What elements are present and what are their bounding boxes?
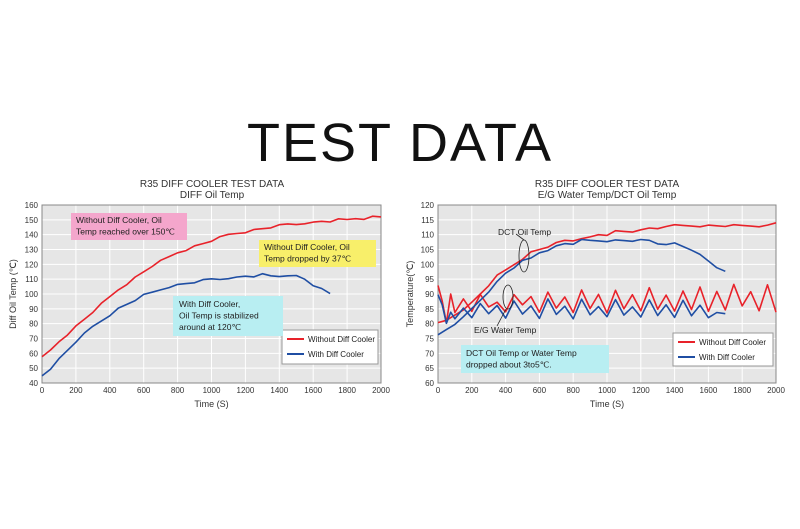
y-tick-label: 60 <box>425 379 434 388</box>
x-tick-label: 1200 <box>237 386 255 395</box>
series-line <box>437 294 726 325</box>
annotation-ellipse <box>502 284 514 310</box>
x-tick-label: 0 <box>436 386 441 395</box>
x-tick-label: 0 <box>40 386 45 395</box>
annotation-box <box>461 345 609 373</box>
y-tick-label: 65 <box>425 364 434 373</box>
y-tick-label: 40 <box>29 379 38 388</box>
annotation-text: around at 120℃ <box>179 322 241 332</box>
y-tick-label: 90 <box>425 290 434 299</box>
legend-box <box>281 329 379 365</box>
chart-subtitle: E/G Water Temp/DCT Oil Temp <box>538 190 677 201</box>
y-tick-label: 120 <box>25 260 39 269</box>
annotation-text: With Diff Cooler, <box>179 299 240 309</box>
y-tick-label: 80 <box>29 320 38 329</box>
y-tick-label: 110 <box>25 275 38 284</box>
annotation-box <box>173 296 283 336</box>
y-tick-label: 95 <box>425 275 434 284</box>
annotation-text: Temp reached over 150℃ <box>76 227 175 237</box>
series-line <box>437 283 777 324</box>
x-axis-label: Time (S) <box>194 399 228 409</box>
x-tick-label: 800 <box>171 386 185 395</box>
x-tick-label: 200 <box>465 386 479 395</box>
x-tick-label: 1000 <box>598 386 616 395</box>
x-tick-label: 600 <box>533 386 547 395</box>
y-tick-label: 70 <box>425 349 434 358</box>
chart-subtitle: DIFF Oil Temp <box>180 190 245 201</box>
annotation-text: Temp dropped by 37℃ <box>264 254 351 264</box>
y-tick-label: 50 <box>29 364 38 373</box>
x-tick-label: 2000 <box>372 386 390 395</box>
annotation-text: Without Diff Cooler, Oil <box>264 242 350 252</box>
y-tick-label: 100 <box>421 260 435 269</box>
legend-label: With Diff Cooler <box>308 350 364 359</box>
series-line <box>41 272 331 377</box>
chart-title: R35 DIFF COOLER TEST DATA <box>140 179 285 190</box>
y-tick-label: 90 <box>29 305 38 314</box>
legend-label: Without Diff Cooler <box>308 335 375 344</box>
y-tick-label: 105 <box>421 246 435 255</box>
annotation-text: Without Diff Cooler, Oil <box>76 215 162 225</box>
x-tick-label: 200 <box>69 386 83 395</box>
annotation-leader <box>496 308 507 327</box>
y-tick-label: 160 <box>25 201 39 210</box>
plot-border <box>41 204 382 384</box>
annotation-text: DCT Oil Temp or Water Temp <box>466 348 577 358</box>
series-line <box>437 222 777 324</box>
y-tick-label: 80 <box>425 320 434 329</box>
y-axis-label: Temperature(℃) <box>405 261 415 328</box>
annotation-text: Oil Temp is stabilized <box>179 311 259 321</box>
x-tick-label: 1800 <box>338 386 356 395</box>
x-tick-label: 2000 <box>767 386 785 395</box>
annotation-leader <box>515 233 525 241</box>
y-tick-label: 130 <box>25 246 39 255</box>
annotation-box <box>259 240 376 267</box>
x-tick-label: 1200 <box>632 386 650 395</box>
plot-border <box>437 204 777 384</box>
x-tick-label: 1600 <box>304 386 322 395</box>
y-tick-label: 85 <box>425 305 434 314</box>
y-tick-label: 115 <box>421 216 434 225</box>
x-tick-label: 600 <box>137 386 151 395</box>
x-tick-label: 1600 <box>700 386 718 395</box>
page-title: TEST DATA <box>246 113 554 173</box>
x-axis-label: Time (S) <box>590 399 624 409</box>
y-tick-label: 140 <box>25 231 39 240</box>
annotation-box <box>71 213 187 240</box>
x-tick-label: 1400 <box>666 386 684 395</box>
annotation-text: dropped about 3to5℃. <box>466 360 552 370</box>
x-tick-label: 800 <box>567 386 581 395</box>
x-tick-label: 1800 <box>733 386 751 395</box>
y-tick-label: 70 <box>29 335 38 344</box>
x-tick-label: 1400 <box>270 386 288 395</box>
y-tick-label: 75 <box>425 335 434 344</box>
chart-title: R35 DIFF COOLER TEST DATA <box>535 179 680 190</box>
x-tick-label: 400 <box>103 386 117 395</box>
y-axis-label: Diff Oil Temp (℃) <box>8 259 18 329</box>
legend-label: Without Diff Cooler <box>699 338 766 347</box>
y-tick-label: 60 <box>29 349 38 358</box>
x-tick-label: 400 <box>499 386 513 395</box>
annotation-text: E/G Water Temp <box>474 325 537 335</box>
y-tick-label: 150 <box>25 216 39 225</box>
y-tick-label: 110 <box>421 231 434 240</box>
y-tick-label: 120 <box>421 201 435 210</box>
annotation-text: DCT Oil Temp <box>498 227 551 237</box>
x-tick-label: 1000 <box>203 386 221 395</box>
legend-label: With Diff Cooler <box>699 353 755 362</box>
y-tick-label: 100 <box>25 290 39 299</box>
series-line <box>437 238 726 336</box>
series-line <box>41 215 382 358</box>
legend-box <box>672 332 774 367</box>
